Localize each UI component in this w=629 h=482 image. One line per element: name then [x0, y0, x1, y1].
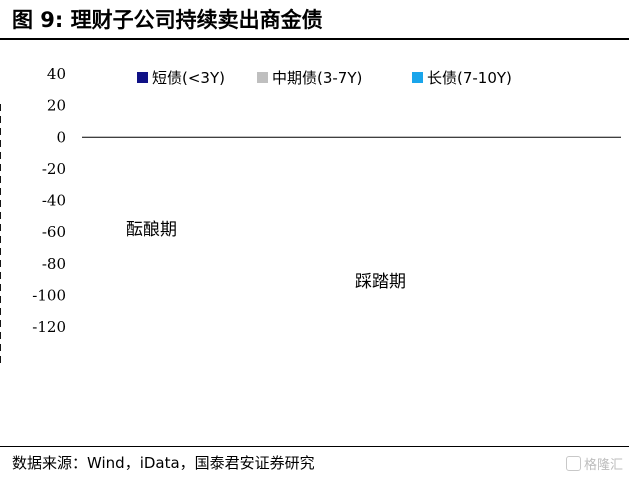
y-axis: 40 20 0 -20 -40 -60 -80 -100 -120	[32, 65, 66, 336]
phase-label-stampede: 踩踏期	[355, 272, 406, 292]
area-chart: 40 20 0 -20 -40 -60 -80 -100 -120 2022/11/12022/…	[0, 65, 621, 368]
y-tick-label: -120	[32, 318, 66, 336]
legend-swatch-0	[137, 72, 148, 83]
legend-label-0: 短债(<3Y)	[152, 69, 225, 87]
figure-title: 图 9: 理财子公司持续卖出商金债	[12, 8, 323, 32]
y-tick-label: -100	[32, 286, 66, 304]
phase-label-char: 持	[580, 175, 599, 197]
legend-swatch-2	[412, 72, 423, 83]
watermark-logo-icon	[565, 456, 581, 471]
y-tick-label: -20	[42, 160, 66, 178]
y-tick-label: -80	[42, 255, 66, 273]
source-divider	[0, 446, 629, 447]
watermark: 格隆汇	[565, 454, 623, 473]
x-axis: 2022/11/12022/11/82022/11/152022/11/2220…	[82, 136, 621, 138]
source-note: 数据来源：Wind，iData，国泰君安证券研究	[12, 454, 315, 472]
phase-label-char: 续	[580, 213, 599, 235]
phase-label-brewing: 酝酿期	[126, 220, 177, 240]
y-tick-label: 0	[56, 128, 66, 146]
y-tick-label: 40	[47, 65, 66, 83]
legend-swatch-1	[257, 72, 268, 83]
watermark-text: 格隆汇	[583, 458, 623, 473]
y-tick-label: 20	[47, 97, 66, 115]
legend-label-2: 长债(7-10Y)	[427, 69, 512, 87]
y-tick-label: -60	[42, 223, 66, 241]
legend: 短债(<3Y) 中期债(3-7Y) 长债(7-10Y)	[137, 69, 512, 87]
legend-label-1: 中期债(3-7Y)	[272, 69, 362, 87]
y-tick-label: -40	[42, 192, 66, 210]
phase-label-continuing: 持续期	[580, 175, 599, 273]
phase-label-char: 期	[580, 251, 599, 273]
title-divider	[0, 38, 629, 40]
